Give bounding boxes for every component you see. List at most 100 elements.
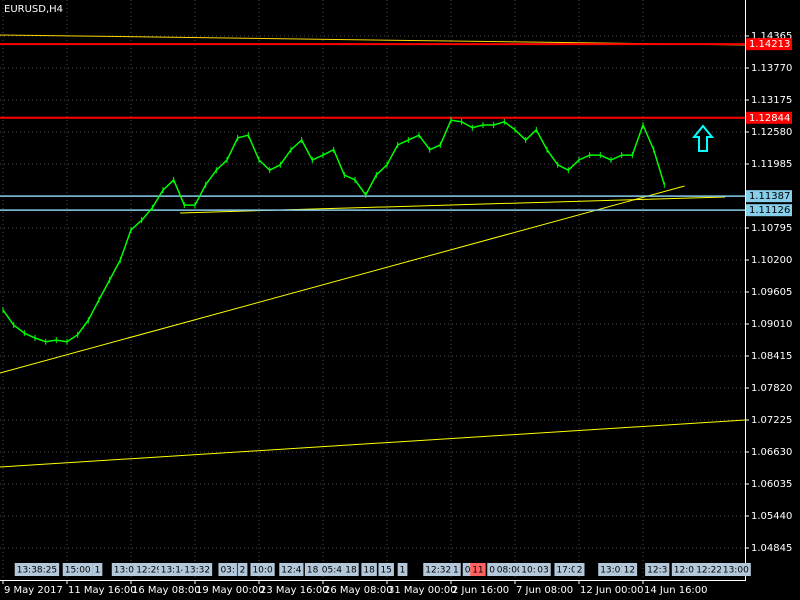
event-box — [694, 563, 725, 576]
y-tick-label: 1.07820 — [751, 383, 792, 394]
event-box — [535, 563, 551, 576]
event-label: 13:14 — [161, 566, 187, 576]
event-box — [304, 563, 321, 576]
event-label: 2 — [240, 566, 246, 576]
y-tick-label: 1.10200 — [751, 255, 792, 266]
event-label: 0 — [489, 566, 495, 576]
event-box — [397, 563, 408, 576]
price-level-label: 1.11387 — [749, 191, 790, 202]
trend-line — [0, 185, 685, 374]
event-box — [134, 563, 165, 576]
x-tick-label: 9 May 2017 — [4, 585, 63, 596]
event-label: 1 — [400, 566, 406, 576]
y-tick-label: 1.14365 — [751, 31, 792, 42]
chart-title: EURUSD,H4 — [4, 4, 63, 15]
event-box — [720, 563, 751, 576]
event-box — [92, 563, 103, 576]
event-label: 13:38:25 — [17, 566, 57, 576]
y-tick-label: 1.06630 — [751, 447, 792, 458]
price-level-box — [746, 38, 792, 51]
event-label: 13:32 — [184, 566, 210, 576]
event-label: 13:02 — [114, 566, 140, 576]
price-level-box — [746, 111, 792, 124]
event-label: 0 — [465, 566, 471, 576]
y-tick-label: 1.06035 — [751, 479, 792, 490]
y-tick-label: 1.12580 — [751, 127, 792, 138]
y-tick-label: 1.04845 — [751, 543, 792, 554]
y-tick-label: 1.13770 — [751, 63, 792, 74]
event-box — [451, 563, 461, 576]
event-box — [182, 563, 213, 576]
event-label: 2 — [577, 566, 583, 576]
event-box — [494, 563, 525, 576]
event-box — [621, 563, 638, 576]
x-tick-label: 16 May 08:00 — [132, 585, 201, 596]
x-tick-label: 31 May 00:00 — [388, 585, 457, 596]
x-tick-label: 7 Jun 08:00 — [516, 585, 573, 596]
event-label: 03 — [537, 566, 548, 576]
y-tick-label: 1.05440 — [751, 511, 792, 522]
event-box — [487, 563, 498, 576]
event-label: 18 — [307, 566, 319, 576]
price-level-box — [746, 204, 792, 217]
grid-layer — [0, 0, 745, 580]
event-label: 08:00 — [497, 566, 523, 576]
event-box — [470, 563, 486, 576]
y-tick-label: 1.07225 — [751, 415, 792, 426]
price-level-label: 1.12844 — [749, 113, 790, 124]
event-box — [319, 563, 345, 576]
event-box — [237, 563, 248, 576]
event-label: 1 — [95, 566, 101, 576]
event-box — [158, 563, 189, 576]
buy-arrow — [691, 124, 715, 152]
event-label: 12:3 — [647, 566, 667, 576]
event-label: 03: — [220, 566, 234, 576]
x-tick-label: 2 Jun 16:00 — [452, 585, 509, 596]
event-box — [250, 563, 275, 576]
plot-layer — [0, 34, 746, 468]
event-label: 12:29 — [136, 566, 162, 576]
event-box — [423, 563, 454, 576]
price-level-label: 1.11126 — [749, 205, 790, 216]
event-box — [62, 563, 93, 576]
event-box — [378, 563, 394, 576]
price-level-box — [746, 190, 792, 203]
x-tick-label: 11 May 16:00 — [68, 585, 137, 596]
event-label: 13:01 — [600, 566, 626, 576]
x-tick-label: 19 May 00:00 — [196, 585, 265, 596]
trend-line — [0, 419, 746, 468]
y-tick-label: 1.09605 — [751, 287, 792, 298]
event-box — [343, 563, 359, 576]
x-tick-label: 26 May 08:00 — [324, 585, 393, 596]
event-label: 10:0 — [252, 566, 272, 576]
event-label: 15:00 — [65, 566, 91, 576]
axis-layer: 1.14365 1.13770 1.13175 1.12580 1.11985 1.107… — [2, 31, 792, 596]
x-tick-label: 23 May 16:00 — [260, 585, 329, 596]
event-label: 18 — [363, 566, 375, 576]
y-tick-label: 1.10795 — [751, 223, 792, 234]
event-label: 11 — [472, 566, 483, 576]
event-box — [574, 563, 585, 576]
event-label: 1 — [453, 566, 459, 576]
event-label: 12:22 — [696, 566, 722, 576]
event-label: 18 — [345, 566, 357, 576]
x-tick-label: 12 Jun 00:00 — [580, 585, 644, 596]
y-tick-label: 1.08415 — [751, 351, 792, 362]
event-box — [279, 563, 304, 576]
y-tick-label: 1.09010 — [751, 319, 792, 330]
event-box — [218, 563, 237, 576]
event-label: 12 — [624, 566, 635, 576]
event-label: 17:00 — [556, 566, 582, 576]
event-box — [14, 563, 60, 576]
event-label: 13:00 — [723, 566, 749, 576]
event-label: 12:4 — [281, 566, 301, 576]
y-tick-label: 1.13175 — [751, 95, 792, 106]
y-tick-label: 1.11985 — [751, 159, 792, 170]
event-label: 15 — [380, 566, 391, 576]
x-tick-label: 14 Jun 16:00 — [644, 585, 708, 596]
event-box — [645, 563, 670, 576]
event-box — [361, 563, 377, 576]
price-level-label: 1.14213 — [749, 39, 790, 50]
